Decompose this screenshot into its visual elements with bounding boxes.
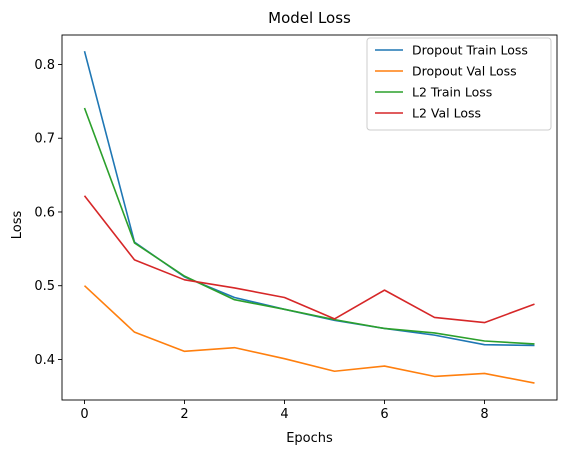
series-line-3 bbox=[83, 195, 535, 324]
chart-title: Model Loss bbox=[268, 9, 351, 27]
x-tick-label-8: 8 bbox=[480, 407, 488, 422]
y-tick-label-0.8: 0.8 bbox=[34, 58, 55, 73]
y-tick-label-0.5: 0.5 bbox=[34, 279, 55, 294]
series-line-1 bbox=[83, 285, 535, 384]
y-axis-label: Loss bbox=[10, 211, 25, 240]
plot-area: 0 2 4 6 8 0.4 0.5 0.6 0.7 0.8 bbox=[34, 34, 558, 422]
y-tick-label-0.6: 0.6 bbox=[34, 205, 55, 220]
x-tick-label-6: 6 bbox=[380, 407, 388, 422]
series-line-2 bbox=[83, 107, 535, 345]
x-axis-label: Epochs bbox=[286, 431, 333, 446]
legend-label-2: L2 Train Loss bbox=[412, 85, 492, 100]
x-tick-label-0: 0 bbox=[80, 407, 88, 422]
x-tick-label-2: 2 bbox=[180, 407, 188, 422]
legend: Dropout Train Loss Dropout Val Loss L2 Tra… bbox=[366, 37, 552, 131]
legend-label-1: Dropout Val Loss bbox=[412, 64, 517, 79]
legend-label-0: Dropout Train Loss bbox=[412, 43, 528, 58]
y-tick-label-0.7: 0.7 bbox=[34, 132, 55, 147]
y-tick-label-0.4: 0.4 bbox=[34, 353, 55, 368]
x-tick-label-4: 4 bbox=[280, 407, 288, 422]
axes-frame bbox=[61, 34, 558, 401]
legend-label-3: L2 Val Loss bbox=[412, 106, 481, 121]
legend-box bbox=[366, 37, 552, 131]
